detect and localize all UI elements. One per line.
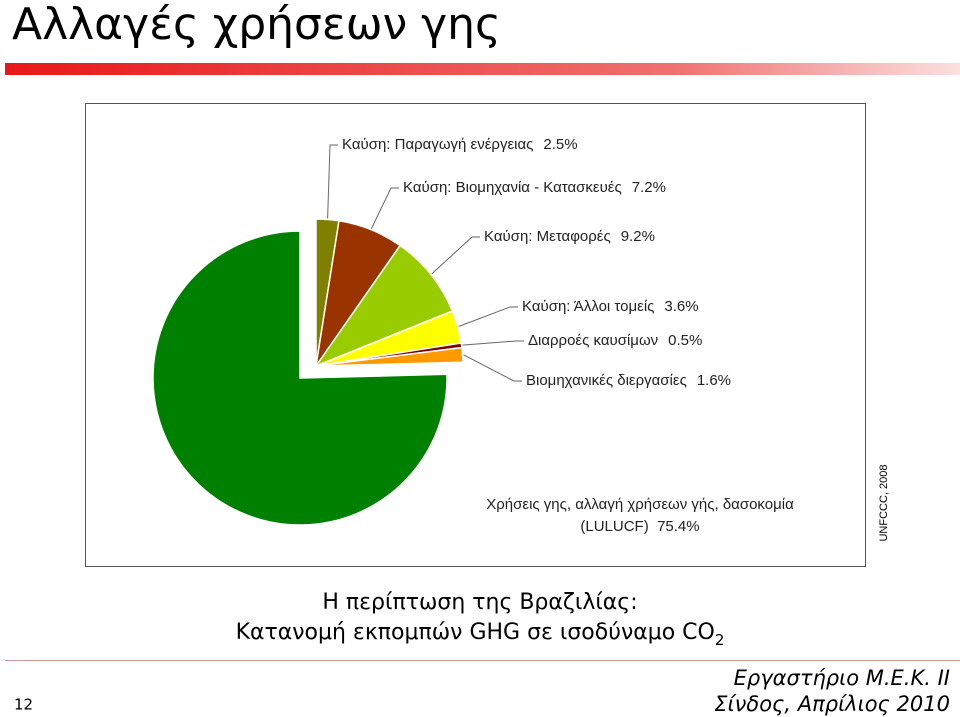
pie-slice xyxy=(152,230,448,526)
leader-line xyxy=(462,340,524,346)
slice-label-value: 0.5% xyxy=(668,332,702,349)
slice-label-name: Καύση: Βιομηχανία - Κατασκευές xyxy=(403,179,622,196)
leader-line xyxy=(327,144,338,219)
footer-date: Σίνδος, Απρίλιος 2010 xyxy=(714,692,950,716)
page-number: 12 xyxy=(14,696,33,714)
slice-label-name: Καύση: Παραγωγή ενέργειας xyxy=(342,136,533,153)
slice-label-value: 1.6% xyxy=(697,372,731,389)
slice-label-value: 9.2% xyxy=(621,228,655,245)
slice-label-name: Καύση: Άλλοι τομείς xyxy=(522,298,654,315)
caption-line: Η περίπτωση της Βραζιλίας: xyxy=(322,590,637,615)
slice-label-value: 3.6% xyxy=(664,298,698,315)
leader-line xyxy=(431,236,480,275)
slice-label-name: Βιομηχανικές διεργασίες xyxy=(526,372,687,389)
slice-label: Χρήσεις γης, αλλαγή χρήσεων γής, δασοκομ… xyxy=(440,494,840,538)
caption-subscript: 2 xyxy=(715,631,725,649)
slice-label-value: 75.4% xyxy=(657,518,700,535)
slice-label: Βιομηχανικές διεργασίες 1.6% xyxy=(526,372,731,389)
leader-line xyxy=(463,354,522,382)
slice-label-value: 2.5% xyxy=(543,136,577,153)
slice-label-name: Καύση: Μεταφορές xyxy=(484,228,611,245)
slice-label: Καύση: Βιομηχανία - Κατασκευές 7.2% xyxy=(403,179,666,196)
slice-label: Διαρροές καυσίμων 0.5% xyxy=(528,332,702,349)
slice-label: Καύση: Παραγωγή ενέργειας 2.5% xyxy=(342,136,578,153)
slice-label-value: 7.2% xyxy=(632,179,666,196)
slice-label-name: Χρήσεις γης, αλλαγή χρήσεων γής, δασοκομ… xyxy=(486,496,794,535)
footer-lab: Εργαστήριο Μ.Ε.Κ. ΙΙ xyxy=(734,666,950,690)
slide-title: Αλλαγές χρήσεων γης xyxy=(12,0,501,50)
leader-line xyxy=(458,306,518,327)
slice-label-name: Διαρροές καυσίμων xyxy=(528,332,658,349)
pie-slice xyxy=(313,244,454,368)
pie: Καύση: Παραγωγή ενέργειας 2.5% Καύση: Βιομ… xyxy=(152,136,731,526)
slice-label: Καύση: Άλλοι τομείς 3.6% xyxy=(522,298,699,315)
leader-line xyxy=(370,187,399,229)
title-rule xyxy=(5,63,960,75)
pie-slice xyxy=(315,346,464,367)
caption-line: Κατανομή εκπομπών GHG σε ισοδύναμο CO2 xyxy=(236,620,725,649)
source-note: UNFCCC, 2008 xyxy=(878,464,890,541)
caption-text: Κατανομή εκπομπών GHG σε ισοδύναμο CO xyxy=(236,620,715,645)
slice-label: Καύση: Μεταφορές 9.2% xyxy=(484,228,655,245)
